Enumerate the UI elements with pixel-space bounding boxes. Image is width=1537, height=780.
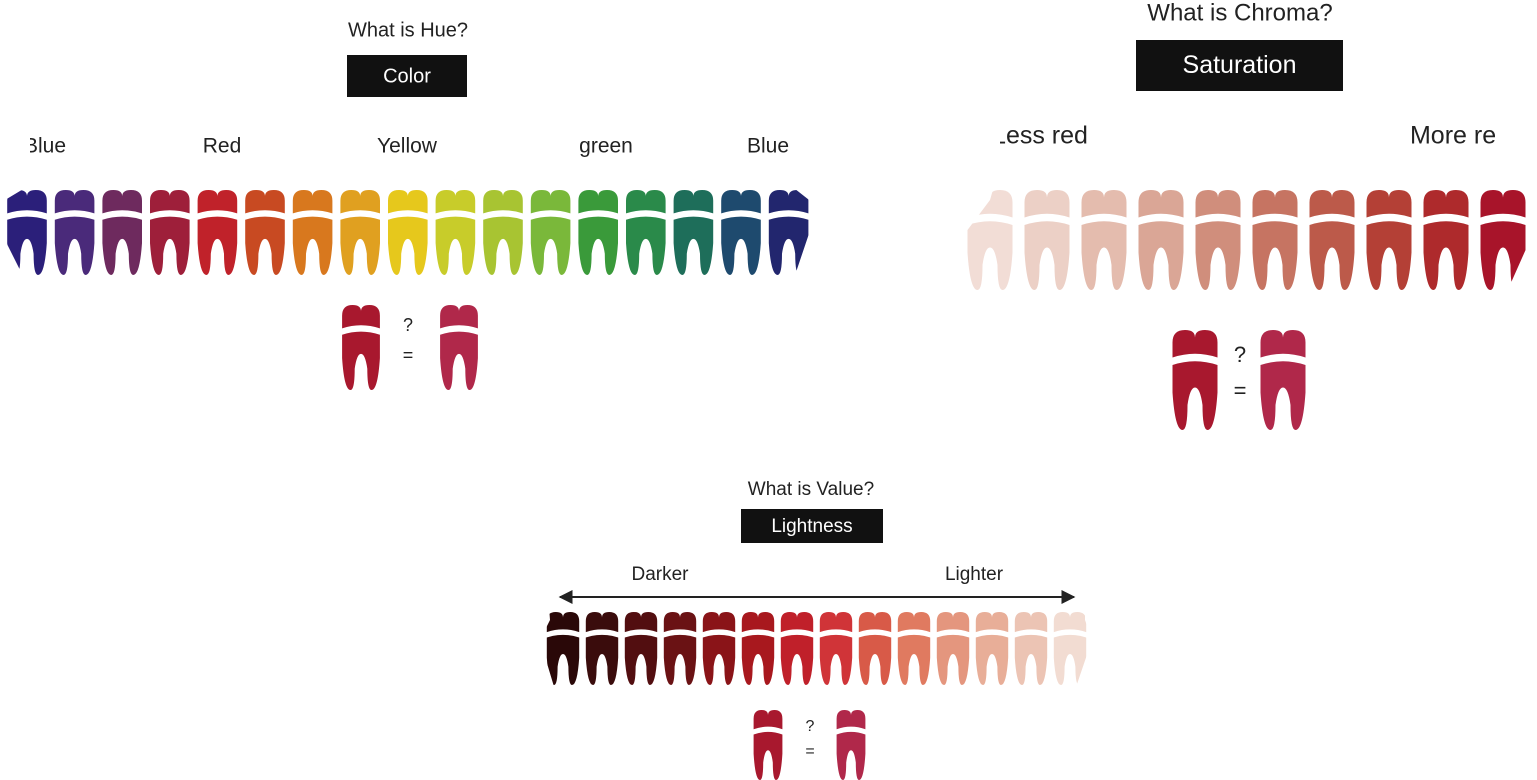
panel: What is Chroma? Saturation Less red More re… bbox=[968, 0, 1526, 430]
tooth bbox=[1139, 190, 1184, 290]
tooth bbox=[245, 190, 285, 275]
tooth bbox=[976, 612, 1008, 685]
compare-equals: = bbox=[403, 345, 414, 365]
scale-label: Darker bbox=[631, 564, 689, 585]
tooth bbox=[742, 612, 774, 685]
tooth bbox=[578, 190, 618, 275]
tooth bbox=[1253, 190, 1298, 290]
page: {"panels": [ {"question": "What is Hue?"… bbox=[0, 0, 1537, 780]
tooth bbox=[586, 612, 618, 685]
scale-label: Less red bbox=[992, 122, 1088, 150]
compare-tooth bbox=[440, 305, 478, 390]
scale-label: Lighter bbox=[945, 564, 1004, 585]
tooth bbox=[1082, 190, 1127, 290]
tooth bbox=[547, 612, 579, 685]
tooth bbox=[1481, 190, 1526, 290]
tooth bbox=[340, 190, 380, 275]
panel: What is Value? Lightness Darker Lighter? = bbox=[547, 479, 1086, 780]
question: What is Hue? bbox=[348, 19, 468, 41]
question: What is Chroma? bbox=[1147, 0, 1332, 26]
tooth bbox=[1367, 190, 1412, 290]
compare-equals: = bbox=[805, 743, 814, 760]
scale-label: green bbox=[579, 135, 633, 158]
tooth bbox=[293, 190, 333, 275]
tooth bbox=[820, 612, 852, 685]
tooth bbox=[859, 612, 891, 685]
diagram: What is Hue? Color Blue Red Yellow green Blue?… bbox=[0, 0, 1537, 780]
compare-tooth bbox=[837, 710, 866, 780]
tooth bbox=[721, 190, 761, 275]
question: What is Value? bbox=[748, 479, 874, 500]
tooth bbox=[1310, 190, 1355, 290]
compare-question: ? bbox=[403, 315, 413, 335]
tooth bbox=[1015, 612, 1047, 685]
scale-label: Blue bbox=[24, 135, 66, 158]
tooth bbox=[625, 612, 657, 685]
compare-equals: = bbox=[1234, 378, 1247, 403]
tooth bbox=[703, 612, 735, 685]
tooth bbox=[388, 190, 428, 275]
tooth bbox=[198, 190, 238, 275]
tooth bbox=[1424, 190, 1469, 290]
scale-label: More red bbox=[1410, 122, 1510, 150]
tooth bbox=[626, 190, 666, 275]
label: Lightness bbox=[771, 516, 852, 537]
compare-tooth bbox=[1173, 330, 1218, 430]
tooth bbox=[937, 612, 969, 685]
tooth bbox=[531, 190, 571, 275]
tooth bbox=[55, 190, 95, 275]
scale: Blue Red Yellow green Blue bbox=[7, 135, 808, 275]
tooth bbox=[1025, 190, 1070, 290]
tooth bbox=[769, 190, 809, 275]
scale-label: Blue bbox=[747, 135, 789, 158]
tooth bbox=[898, 612, 930, 685]
tooth bbox=[7, 190, 47, 275]
compare-question: ? bbox=[1234, 342, 1246, 367]
scale: Less red More red bbox=[968, 122, 1526, 290]
tooth bbox=[150, 190, 190, 275]
tooth bbox=[436, 190, 476, 275]
tooth bbox=[781, 612, 813, 685]
tooth bbox=[664, 612, 696, 685]
compare-question: ? bbox=[806, 718, 815, 735]
tooth bbox=[1054, 612, 1086, 685]
compare-tooth bbox=[754, 710, 783, 780]
scale-label: Red bbox=[203, 135, 242, 158]
compare-tooth bbox=[342, 305, 380, 390]
panel: What is Hue? Color Blue Red Yellow green Blue?… bbox=[7, 19, 808, 390]
tooth bbox=[102, 190, 142, 275]
tooth bbox=[483, 190, 523, 275]
tooth bbox=[1196, 190, 1241, 290]
tooth bbox=[968, 190, 1013, 290]
scale: Darker Lighter bbox=[547, 564, 1086, 685]
label: Saturation bbox=[1183, 51, 1297, 79]
label: Color bbox=[383, 65, 431, 87]
tooth bbox=[674, 190, 714, 275]
scale-label: Yellow bbox=[377, 135, 438, 158]
compare-tooth bbox=[1261, 330, 1306, 430]
